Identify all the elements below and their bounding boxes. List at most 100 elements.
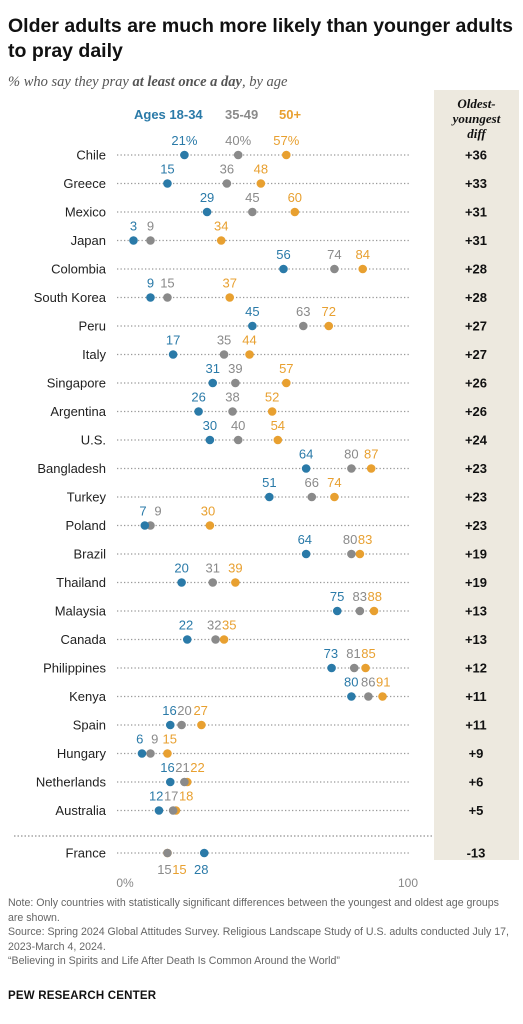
value-label: 6 [136, 732, 143, 747]
value-label: 22 [179, 618, 193, 633]
data-dot [208, 378, 218, 388]
country-label: Netherlands [36, 775, 107, 790]
data-dot [324, 321, 334, 331]
value-label: 64 [299, 447, 313, 462]
data-dot [282, 378, 291, 388]
value-label: 20 [174, 561, 188, 576]
data-dot [129, 236, 138, 245]
value-label: 21% [171, 133, 197, 148]
data-dot [225, 293, 235, 302]
data-dot [245, 350, 254, 359]
data-dot [140, 521, 150, 530]
country-label: Australia [55, 803, 106, 818]
data-dot [231, 578, 240, 587]
country-label: Peru [79, 319, 106, 334]
data-dot [301, 549, 311, 559]
value-label: 15 [172, 862, 186, 877]
data-dot [231, 378, 240, 388]
value-label: 63 [296, 304, 310, 319]
country-label: Singapore [47, 376, 106, 391]
data-dot [137, 749, 147, 758]
country-label: Hungary [57, 746, 107, 761]
value-label: 31 [205, 561, 219, 576]
diff-value: +31 [465, 205, 487, 220]
subtitle-emphasis: at least once a day [132, 74, 242, 90]
value-label: 17 [164, 789, 178, 804]
value-label: 30 [203, 418, 217, 433]
axis-tick-label: 100 [398, 876, 418, 890]
data-dot [146, 749, 155, 758]
data-dot [208, 578, 218, 587]
data-dot [332, 606, 342, 616]
value-label: 40 [231, 418, 245, 433]
data-dot [197, 720, 206, 730]
value-label: 3 [130, 219, 137, 234]
data-dot [219, 635, 229, 644]
country-label: Japan [71, 233, 106, 248]
value-label: 88 [367, 589, 381, 604]
value-label: 20 [177, 703, 191, 718]
country-label: Bangladesh [37, 461, 106, 476]
country-label: South Korea [34, 290, 107, 305]
value-label: 34 [214, 219, 228, 234]
data-dot [273, 435, 283, 445]
diff-value: +28 [465, 262, 487, 277]
data-dot [211, 635, 220, 644]
country-label: Chile [76, 148, 106, 163]
value-label: 51 [262, 475, 276, 490]
value-label: 36 [220, 162, 234, 177]
value-label: 39 [228, 361, 242, 376]
data-dot [298, 321, 308, 331]
data-dot [369, 606, 379, 616]
value-label: 44 [242, 333, 256, 348]
data-dot [163, 749, 172, 758]
brand-logo-text: PEW RESEARCH CENTER [8, 990, 157, 1002]
country-label: Italy [82, 347, 106, 362]
value-label: 57 [279, 361, 293, 376]
data-dot [355, 549, 365, 559]
diff-header-line: youngest [452, 111, 501, 126]
value-label: 32 [207, 618, 221, 633]
value-label: 26 [191, 390, 205, 405]
legend-item-50-plus: 50+ [279, 107, 302, 122]
diff-value: +9 [469, 746, 484, 761]
country-label: Mexico [65, 205, 106, 220]
data-dot [202, 207, 212, 217]
diff-value: +24 [465, 433, 488, 448]
value-label: 91 [376, 675, 390, 690]
data-dot [219, 350, 229, 359]
value-label: 27 [193, 703, 207, 718]
value-label: 39 [228, 561, 242, 576]
country-label: U.S. [81, 433, 106, 448]
value-label: 29 [200, 190, 214, 205]
value-label: 80 [344, 675, 358, 690]
value-label: 35 [222, 618, 236, 633]
value-label: 54 [271, 418, 285, 433]
value-label: 9 [154, 504, 161, 519]
diff-value: +19 [465, 575, 487, 590]
value-label: 83 [352, 589, 366, 604]
data-dot [347, 464, 356, 473]
data-dot [327, 663, 336, 673]
diff-value: +23 [465, 461, 487, 476]
data-dot [182, 635, 192, 644]
data-dot [177, 720, 186, 730]
country-label: Spain [73, 718, 106, 733]
value-label: 85 [361, 646, 375, 661]
value-label: 28 [194, 862, 208, 877]
value-label: 57% [273, 133, 299, 148]
data-dot [267, 407, 277, 416]
country-label: Greece [63, 176, 106, 191]
diff-value: +26 [465, 376, 487, 391]
country-label: France [66, 846, 106, 861]
diff-value: +6 [469, 775, 484, 790]
notes: Note: Only countries with statistically … [8, 896, 513, 969]
data-dot [180, 150, 189, 160]
axis-tick-label: 0% [116, 876, 134, 890]
data-dot [358, 264, 368, 274]
diff-value: +19 [465, 547, 487, 562]
data-dot [366, 464, 376, 473]
country-label: Turkey [67, 490, 107, 505]
value-label: 15 [160, 276, 174, 291]
